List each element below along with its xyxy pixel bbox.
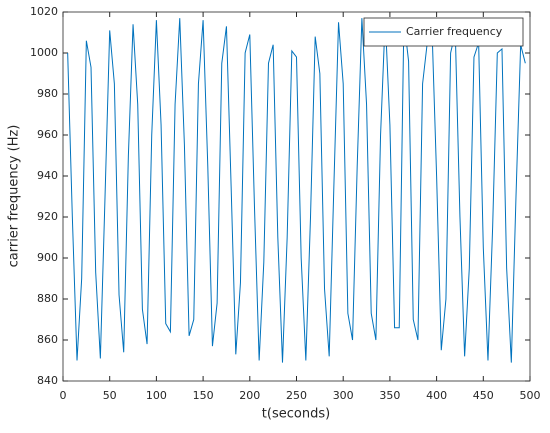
- y-tick-label: 1000: [30, 46, 58, 59]
- x-tick-label: 0: [60, 389, 67, 402]
- y-tick-label: 880: [37, 292, 58, 305]
- y-tick-label: 860: [37, 333, 58, 346]
- x-axis-label: t(seconds): [262, 407, 330, 422]
- y-tick-label: 900: [37, 251, 58, 264]
- x-tick-label: 100: [146, 389, 167, 402]
- x-tick-label: 300: [333, 389, 354, 402]
- x-tick-label: 150: [193, 389, 214, 402]
- y-tick-label: 840: [37, 374, 58, 387]
- x-tick-label: 250: [286, 389, 307, 402]
- x-tick-label: 500: [520, 389, 541, 402]
- y-axis-label: carrier frequency (Hz): [7, 125, 22, 268]
- x-tick-label: 200: [239, 389, 260, 402]
- y-tick-label: 940: [37, 169, 58, 182]
- y-tick-label: 1020: [30, 5, 58, 18]
- y-tick-label: 960: [37, 128, 58, 141]
- axes-box: [62, 11, 531, 382]
- y-tick-label: 980: [37, 87, 58, 100]
- x-tick-label: 50: [103, 389, 117, 402]
- x-tick-label: 350: [379, 389, 400, 402]
- x-tick-label: 450: [473, 389, 494, 402]
- x-tick-label: 400: [426, 389, 447, 402]
- data-line: [67, 18, 526, 363]
- legend-label: Carrier frequency: [406, 25, 503, 38]
- y-tick-label: 920: [37, 210, 58, 223]
